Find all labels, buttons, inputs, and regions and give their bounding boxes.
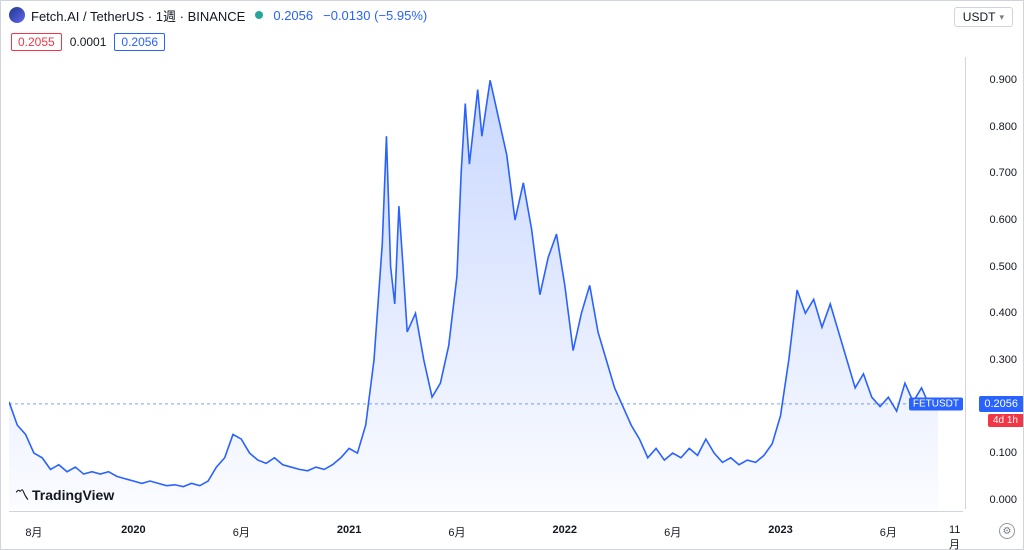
x-tick: 8月	[25, 524, 42, 540]
x-tick: 2020	[121, 524, 145, 536]
chart-header: Fetch.AI / TetherUS · 1週 · BINANCE 0.205…	[1, 1, 1023, 29]
x-tick: 11月	[949, 524, 960, 550]
interval-label: 1週	[156, 9, 176, 24]
x-tick: 6月	[233, 524, 250, 540]
x-tick: 2022	[553, 524, 577, 536]
exchange-label: BINANCE	[188, 9, 246, 24]
y-tick: 0.400	[989, 307, 1017, 319]
settings-button[interactable]: ⚙	[999, 523, 1015, 539]
y-tick: 0.700	[989, 167, 1017, 179]
symbol-name: Fetch.AI / TetherUS	[31, 9, 144, 24]
y-tick: 0.000	[989, 494, 1017, 506]
price-tag: 0.2056	[979, 396, 1023, 412]
tv-logo-text: TradingView	[32, 487, 114, 503]
open-box: 0.2055	[11, 33, 62, 51]
y-tick: 0.500	[989, 261, 1017, 273]
symbol-title[interactable]: Fetch.AI / TetherUS · 1週 · BINANCE	[31, 6, 245, 25]
y-tick: 0.900	[989, 74, 1017, 86]
x-axis[interactable]: 8月 2020 6月 2021 6月 2022 6月 2023 6月 11月	[9, 511, 963, 549]
change-pct: (−5.95%)	[374, 8, 427, 23]
mid-value: 0.0001	[70, 35, 107, 49]
gear-icon: ⚙	[1003, 526, 1012, 537]
chart-plot-area[interactable]	[9, 57, 963, 509]
symbol-icon	[9, 7, 25, 23]
x-tick: 6月	[880, 524, 897, 540]
x-tick: 6月	[448, 524, 465, 540]
ohlc-row: 0.2055 0.0001 0.2056	[11, 33, 165, 51]
y-tick: 0.100	[989, 447, 1017, 459]
x-tick: 2023	[768, 524, 792, 536]
y-tick: 0.300	[989, 354, 1017, 366]
symbol-tag: FETUSDT	[909, 397, 963, 410]
x-tick: 6月	[664, 524, 681, 540]
y-axis[interactable]: 0.0000.1000.2000.3000.4000.5000.6000.700…	[965, 57, 1023, 509]
currency-value: USDT	[963, 10, 996, 24]
tradingview-logo[interactable]: 〽 TradingView	[15, 485, 114, 505]
currency-selector[interactable]: USDT ▾	[954, 7, 1013, 27]
y-tick: 0.600	[989, 214, 1017, 226]
y-tick: 0.800	[989, 121, 1017, 133]
last-price: 0.2056	[273, 8, 313, 23]
change-abs: −0.0130	[323, 8, 370, 23]
close-box: 0.2056	[114, 33, 165, 51]
chevron-down-icon: ▾	[999, 12, 1004, 23]
countdown-tag: 4d 1h	[988, 414, 1023, 427]
tv-mark-icon: 〽	[15, 485, 28, 505]
price-line-chart	[9, 57, 963, 509]
chart-container: Fetch.AI / TetherUS · 1週 · BINANCE 0.205…	[0, 0, 1024, 550]
x-tick: 2021	[337, 524, 361, 536]
market-status-dot	[255, 11, 263, 19]
price-change: −0.0130 (−5.95%)	[323, 8, 427, 23]
